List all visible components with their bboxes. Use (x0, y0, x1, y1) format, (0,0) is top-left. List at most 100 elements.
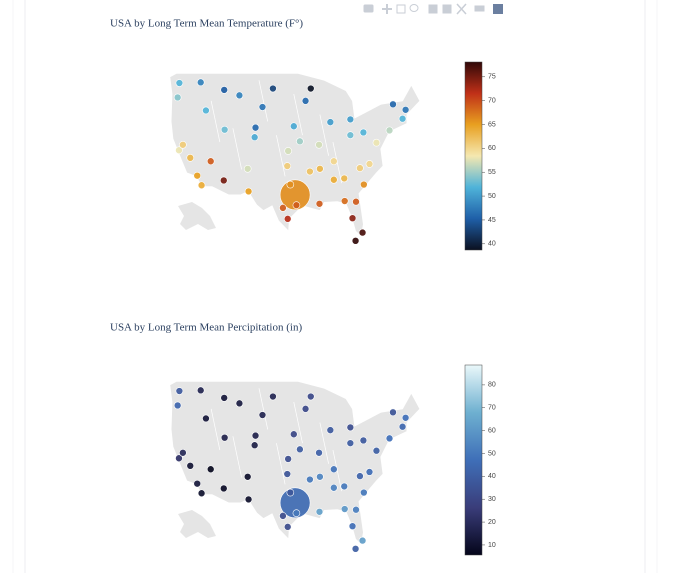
station-marker (330, 483, 338, 492)
state-border (276, 443, 286, 485)
station-marker (359, 436, 368, 445)
station-marker (206, 157, 215, 166)
land (169, 381, 421, 546)
state-border (210, 100, 221, 143)
station-marker (346, 115, 355, 124)
state-border (258, 80, 269, 122)
station-marker (301, 405, 310, 413)
colorbar-tick-label: 30 (488, 496, 496, 503)
station-marker (173, 93, 182, 102)
station-marker (316, 164, 324, 173)
station-marker (197, 489, 206, 498)
station-marker (316, 472, 324, 481)
station-marker (330, 175, 338, 184)
state-border (293, 93, 303, 136)
colorbar (464, 61, 483, 251)
station-marker (196, 386, 205, 395)
station-marker (250, 133, 259, 142)
station-marker (326, 118, 335, 126)
station-marker (279, 179, 311, 211)
station-marker (351, 237, 360, 245)
station-marker (340, 505, 349, 513)
colorbar-tick-label: 70 (488, 97, 496, 104)
state-border (232, 436, 242, 478)
station-marker (348, 214, 357, 222)
station-marker (301, 97, 310, 105)
station-marker (243, 472, 252, 481)
station-marker (220, 433, 229, 442)
station-marker (283, 162, 292, 170)
station-marker (235, 91, 244, 100)
state-border (276, 135, 286, 177)
station-marker (398, 422, 407, 431)
state-border (319, 114, 329, 156)
lasso-icon[interactable] (409, 4, 419, 12)
station-marker (206, 465, 215, 474)
station-marker (186, 154, 195, 162)
station-marker (348, 522, 357, 530)
station-marker (243, 164, 252, 173)
station-marker (292, 201, 301, 209)
station-marker (389, 100, 397, 109)
hover-icon[interactable] (474, 5, 485, 12)
pan-icon[interactable] (382, 4, 392, 14)
station-marker (315, 507, 324, 516)
station-marker (330, 465, 338, 474)
station-marker (279, 487, 311, 519)
station-marker (389, 408, 397, 417)
station-marker (356, 472, 364, 480)
zoom-in-icon[interactable] (428, 4, 438, 14)
station-marker (296, 137, 304, 146)
station-marker (220, 125, 229, 134)
state-border (319, 422, 329, 464)
station-marker (220, 86, 228, 94)
station-marker (306, 167, 314, 176)
colorbar-tick-label: 50 (488, 450, 496, 457)
station-marker (365, 160, 374, 168)
colorbar-tick-label: 75 (488, 74, 496, 81)
station-marker (346, 131, 355, 139)
station-marker (202, 106, 210, 115)
station-marker (352, 197, 360, 206)
station-marker (356, 164, 364, 172)
station-marker (385, 434, 394, 443)
station-marker (193, 171, 202, 180)
colorbar-tick-label: 55 (488, 169, 496, 176)
station-marker (315, 448, 323, 457)
camera-icon[interactable] (363, 4, 374, 13)
station-marker (372, 446, 381, 455)
colorbar-tick-label: 20 (488, 519, 496, 526)
map (169, 73, 421, 245)
station-marker (286, 488, 295, 497)
station-marker (284, 455, 292, 463)
station-marker (197, 181, 206, 190)
colorbar-tick-label: 40 (488, 241, 496, 248)
station-marker (306, 84, 315, 93)
station-marker (358, 536, 367, 545)
station-marker (179, 140, 187, 149)
colorbar-tick-label: 70 (488, 405, 496, 412)
station-marker (219, 484, 228, 493)
station-marker (279, 512, 287, 520)
station-marker (306, 475, 314, 484)
station-marker (284, 147, 292, 155)
station-marker (279, 204, 287, 212)
station-marker (360, 180, 368, 189)
land (169, 73, 421, 238)
station-marker (258, 411, 267, 419)
station-marker (358, 228, 367, 237)
reset-icon[interactable] (456, 3, 467, 15)
station-marker (173, 401, 182, 410)
box-select-icon[interactable] (396, 4, 406, 14)
zoom-out-icon[interactable] (442, 4, 452, 14)
station-marker (219, 176, 228, 185)
plotly-logo[interactable] (493, 4, 503, 14)
station-marker (196, 78, 205, 87)
station-marker (352, 505, 360, 514)
colorbar-tick-label: 40 (488, 473, 496, 480)
station-marker (315, 140, 323, 149)
station-marker (346, 423, 355, 432)
station-marker (340, 174, 349, 183)
